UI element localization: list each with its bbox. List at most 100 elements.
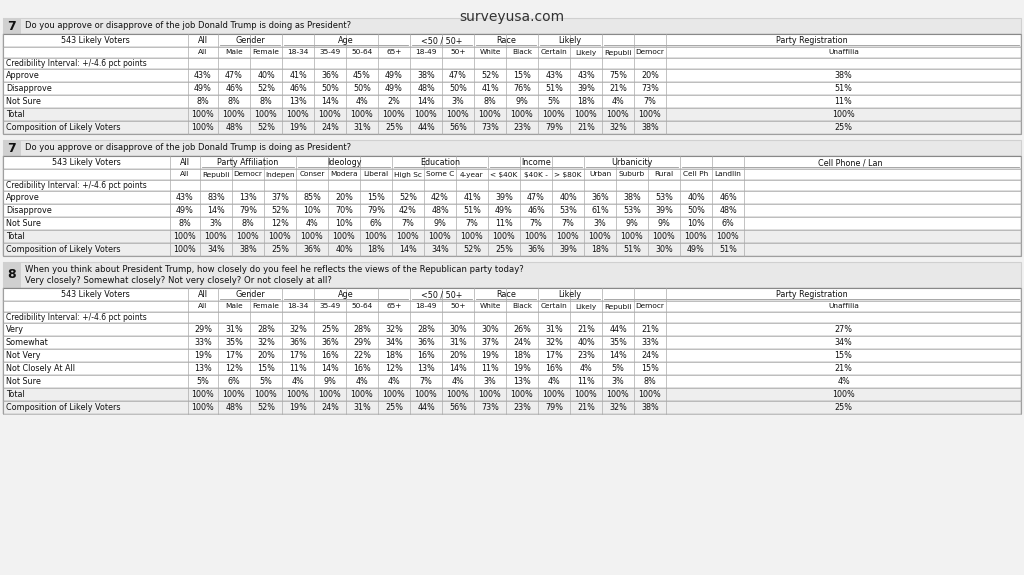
Text: Credibility Interval: +/-4.6 pct points: Credibility Interval: +/-4.6 pct points xyxy=(6,59,146,68)
Text: 56%: 56% xyxy=(450,123,467,132)
Text: 42%: 42% xyxy=(431,193,449,202)
Text: 73%: 73% xyxy=(481,123,499,132)
Text: 51%: 51% xyxy=(719,245,737,254)
Text: 50-64: 50-64 xyxy=(351,49,373,56)
Text: 13%: 13% xyxy=(513,377,530,386)
Text: Race: Race xyxy=(496,36,516,45)
Text: 100%: 100% xyxy=(493,232,515,241)
Bar xyxy=(3,204,1021,217)
Bar xyxy=(3,401,1021,414)
Text: 100%: 100% xyxy=(557,232,580,241)
Text: 14%: 14% xyxy=(450,364,467,373)
Text: 25%: 25% xyxy=(835,123,853,132)
Text: Disapprove: Disapprove xyxy=(6,84,52,93)
Text: 11%: 11% xyxy=(481,364,499,373)
Text: 100%: 100% xyxy=(318,390,341,399)
Text: 543 Likely Voters: 543 Likely Voters xyxy=(61,290,130,299)
Text: 9%: 9% xyxy=(515,97,528,106)
Text: 19%: 19% xyxy=(513,364,530,373)
Text: 21%: 21% xyxy=(578,123,595,132)
Text: Education: Education xyxy=(420,158,460,167)
Text: 100%: 100% xyxy=(574,390,597,399)
Bar xyxy=(3,180,1021,191)
Text: 16%: 16% xyxy=(417,351,435,360)
Text: 73%: 73% xyxy=(481,403,499,412)
Text: 45%: 45% xyxy=(353,71,371,80)
Text: surveyusa.com: surveyusa.com xyxy=(460,10,564,24)
Text: 100%: 100% xyxy=(543,390,565,399)
Text: 100%: 100% xyxy=(685,232,708,241)
Text: 100%: 100% xyxy=(639,390,662,399)
Text: 4%: 4% xyxy=(580,364,592,373)
Text: 7%: 7% xyxy=(466,219,478,228)
Text: All: All xyxy=(180,171,189,178)
Text: 7%: 7% xyxy=(401,219,415,228)
Text: Republi: Republi xyxy=(203,171,229,178)
Text: 33%: 33% xyxy=(641,338,658,347)
Text: 47%: 47% xyxy=(527,193,545,202)
Text: 28%: 28% xyxy=(417,325,435,334)
Text: Total: Total xyxy=(6,110,25,119)
Text: 50-64: 50-64 xyxy=(351,304,373,309)
Text: 47%: 47% xyxy=(450,71,467,80)
Text: 18%: 18% xyxy=(578,97,595,106)
Text: 38%: 38% xyxy=(624,193,641,202)
Text: Conser: Conser xyxy=(299,171,325,178)
Text: 28%: 28% xyxy=(257,325,274,334)
Bar xyxy=(3,217,1021,230)
Text: 36%: 36% xyxy=(322,71,339,80)
Bar xyxy=(3,156,1021,169)
Text: 25%: 25% xyxy=(835,403,853,412)
Text: 100%: 100% xyxy=(191,110,214,119)
Text: 34%: 34% xyxy=(835,338,852,347)
Bar xyxy=(3,58,1021,69)
Text: < $40K: < $40K xyxy=(490,171,518,178)
Text: 21%: 21% xyxy=(835,364,852,373)
Text: 39%: 39% xyxy=(559,245,577,254)
Text: 51%: 51% xyxy=(545,84,563,93)
Text: 29%: 29% xyxy=(194,325,212,334)
Text: 15%: 15% xyxy=(367,193,385,202)
Text: 49%: 49% xyxy=(176,206,194,215)
Text: 43%: 43% xyxy=(176,193,194,202)
Text: 36%: 36% xyxy=(591,193,609,202)
Text: 15%: 15% xyxy=(513,71,530,80)
Text: 15%: 15% xyxy=(257,364,274,373)
Text: Disapprove: Disapprove xyxy=(6,206,52,215)
Text: 38%: 38% xyxy=(417,71,435,80)
Text: 3%: 3% xyxy=(452,97,464,106)
Text: 31%: 31% xyxy=(450,338,467,347)
Text: Female: Female xyxy=(253,304,280,309)
Text: 25%: 25% xyxy=(271,245,289,254)
Text: 14%: 14% xyxy=(417,97,435,106)
Text: 9%: 9% xyxy=(657,219,671,228)
Text: Age: Age xyxy=(338,36,354,45)
Text: Unaffilia: Unaffilia xyxy=(828,49,859,56)
Text: 5%: 5% xyxy=(259,377,272,386)
Bar xyxy=(3,156,1021,256)
Text: 44%: 44% xyxy=(417,403,435,412)
Text: 100%: 100% xyxy=(318,110,341,119)
Text: Democr: Democr xyxy=(636,304,665,309)
Text: 48%: 48% xyxy=(225,123,243,132)
Text: 4%: 4% xyxy=(548,377,560,386)
Text: 9%: 9% xyxy=(433,219,446,228)
Text: Composition of Likely Voters: Composition of Likely Voters xyxy=(6,123,121,132)
Bar xyxy=(3,262,1021,288)
Text: Black: Black xyxy=(512,49,532,56)
Text: 38%: 38% xyxy=(641,403,658,412)
Text: 100%: 100% xyxy=(478,390,502,399)
Text: 5%: 5% xyxy=(611,364,625,373)
Text: 30%: 30% xyxy=(450,325,467,334)
Text: Rural: Rural xyxy=(654,171,674,178)
Text: 48%: 48% xyxy=(417,84,435,93)
Text: 19%: 19% xyxy=(289,403,307,412)
Text: 52%: 52% xyxy=(257,123,275,132)
Text: 85%: 85% xyxy=(303,193,321,202)
Text: 43%: 43% xyxy=(578,71,595,80)
Text: 8%: 8% xyxy=(178,219,191,228)
Text: 16%: 16% xyxy=(353,364,371,373)
Text: 46%: 46% xyxy=(289,84,307,93)
Text: 79%: 79% xyxy=(367,206,385,215)
Text: 100%: 100% xyxy=(383,390,406,399)
